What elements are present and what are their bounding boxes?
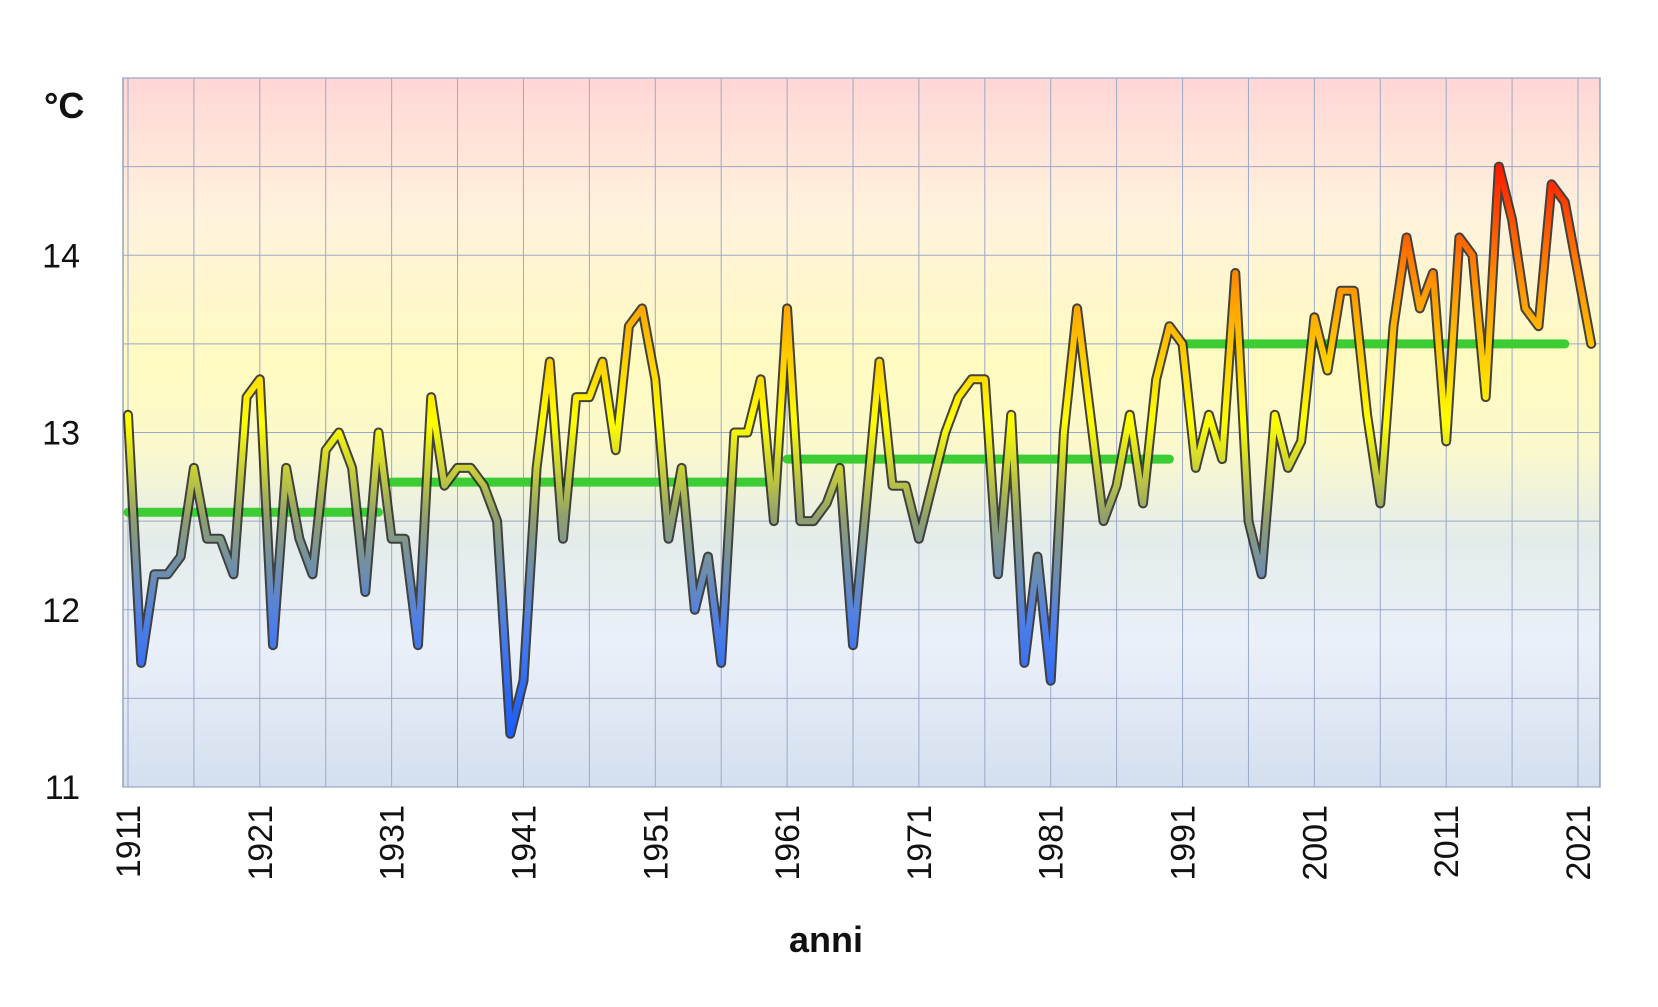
period-mean-lines xyxy=(123,339,1570,517)
temperature-series xyxy=(123,161,1597,739)
y-tick-label: 14 xyxy=(42,237,80,275)
series-line xyxy=(125,163,1595,737)
x-tick-label: 1921 xyxy=(242,805,280,881)
x-tick-label: 2021 xyxy=(1560,805,1598,881)
x-tick-label: 1961 xyxy=(769,805,807,881)
x-tick-label: 2011 xyxy=(1428,805,1466,878)
x-tick-label: 1951 xyxy=(637,805,675,881)
y-tick-label: 13 xyxy=(42,415,80,453)
x-tick-label: 1931 xyxy=(374,805,412,881)
x-tick-label: 1991 xyxy=(1165,805,1203,881)
y-tick-label: 12 xyxy=(42,592,80,630)
x-tick-label: 1941 xyxy=(505,805,543,881)
x-tick-label: 1911 xyxy=(110,805,148,878)
x-tick-labels: 1911 1921 1931 1941 1951 1961 1971 1981 1991 2001… xyxy=(110,805,1598,881)
y-axis-label: °C xyxy=(44,85,84,126)
x-tick-label: 1981 xyxy=(1033,805,1071,881)
x-tick-label: 2001 xyxy=(1296,805,1334,881)
y-tick-label: 11 xyxy=(45,769,80,807)
x-axis-label: anni xyxy=(789,919,863,960)
y-tick-labels: 11 12 13 14 xyxy=(42,237,80,807)
x-tick-label: 1971 xyxy=(901,805,939,881)
